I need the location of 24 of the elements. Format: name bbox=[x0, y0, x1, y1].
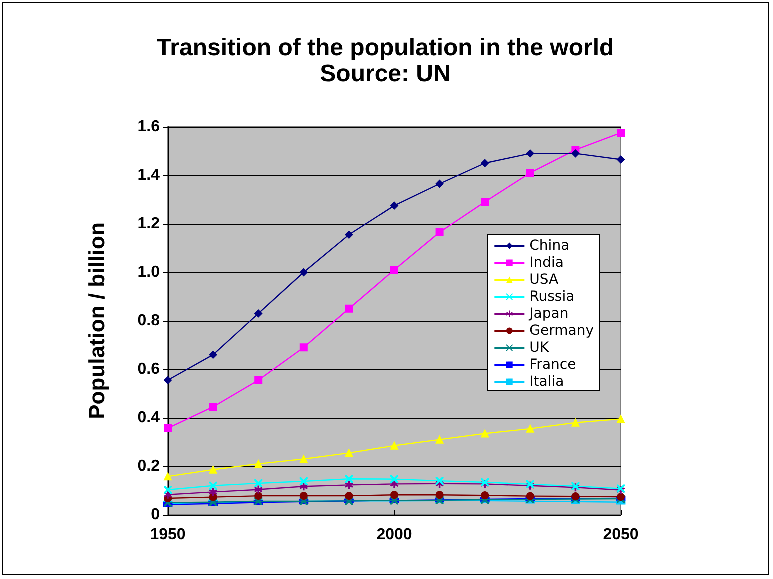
x-tick-label: 1950 bbox=[150, 526, 186, 544]
legend-label: UK bbox=[530, 340, 550, 356]
chart-title: Transition of the population in the world bbox=[156, 34, 614, 62]
chart-subtitle: Source: UN bbox=[320, 60, 451, 88]
legend-label: Germany bbox=[530, 323, 594, 339]
y-axis-title: Population / billion bbox=[84, 222, 110, 420]
y-tick-label: 1.2 bbox=[138, 216, 160, 232]
x-tick-label: 2000 bbox=[376, 526, 412, 544]
y-tick-label: 0 bbox=[151, 506, 160, 524]
y-tick-label: 0.4 bbox=[138, 410, 160, 426]
legend-label: Russia bbox=[530, 289, 575, 305]
legend-label: France bbox=[530, 357, 576, 373]
x-tick-label: 2050 bbox=[603, 526, 639, 544]
y-tick-label: 1.0 bbox=[138, 264, 160, 281]
legend-label: Japan bbox=[528, 306, 569, 322]
y-tick-label: 0.2 bbox=[138, 458, 160, 475]
legend-label: USA bbox=[530, 272, 560, 288]
legend-label: China bbox=[530, 238, 570, 254]
legend-label: India bbox=[530, 255, 564, 271]
y-tick-label: 1.6 bbox=[138, 118, 160, 136]
y-tick-label: 0.6 bbox=[138, 361, 160, 378]
y-tick-label: 1.4 bbox=[138, 167, 160, 184]
legend-label: Italia bbox=[530, 374, 564, 390]
y-tick-label: 0.8 bbox=[138, 312, 160, 330]
